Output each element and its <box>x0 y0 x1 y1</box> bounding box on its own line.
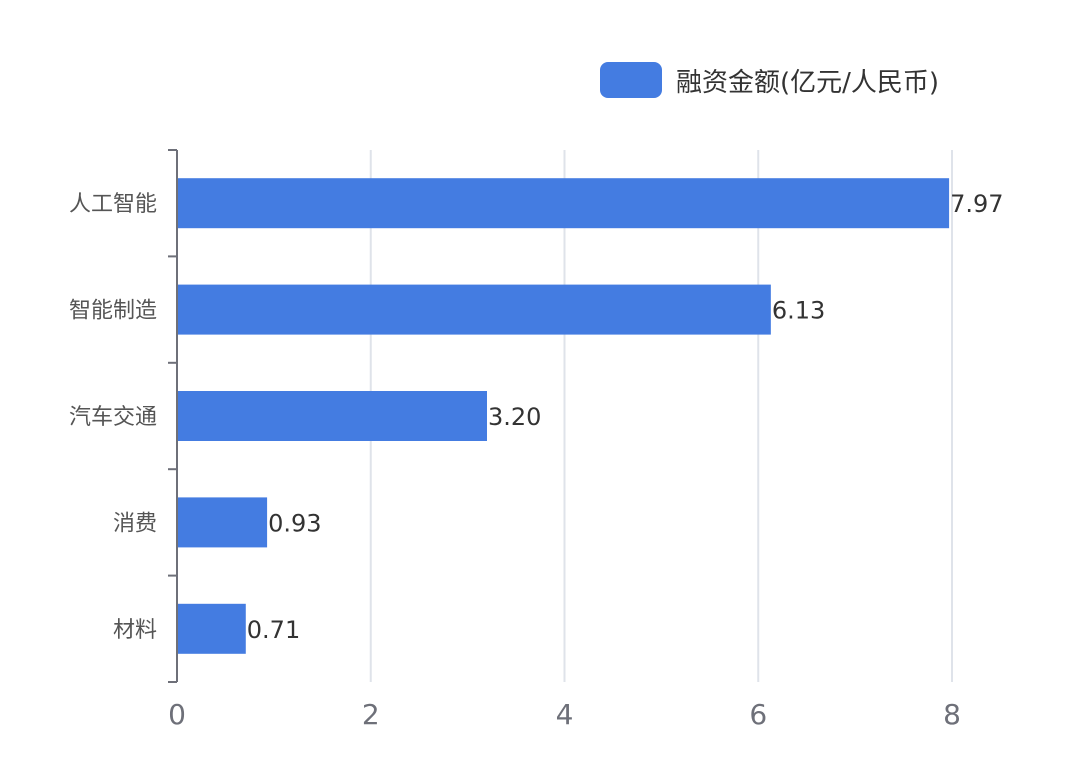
x-tick-label: 6 <box>749 698 767 731</box>
x-tick-label: 8 <box>943 698 961 731</box>
y-tick-label: 汽车交通 <box>69 405 157 430</box>
data-label: 0.71 <box>247 616 300 644</box>
data-label: 6.13 <box>772 297 825 325</box>
x-tick-label: 2 <box>362 698 380 731</box>
x-tick-label: 0 <box>168 698 186 731</box>
data-label: 3.20 <box>488 403 541 431</box>
y-tick-label: 人工智能 <box>69 192 157 217</box>
x-tick-label: 4 <box>556 698 574 731</box>
data-label: 0.93 <box>268 509 321 537</box>
y-tick-label: 消费 <box>113 511 157 536</box>
bar <box>177 284 771 335</box>
y-tick-label: 材料 <box>113 618 157 643</box>
legend-swatch <box>600 62 662 98</box>
y-tick-label: 智能制造 <box>69 299 157 324</box>
bar <box>177 603 246 654</box>
legend: 融资金额(亿元/人民币) <box>600 60 939 100</box>
bar <box>177 178 950 229</box>
data-label: 7.97 <box>950 190 1003 218</box>
bar <box>177 497 268 548</box>
legend-label: 融资金额(亿元/人民币) <box>676 67 940 98</box>
bar <box>177 391 487 441</box>
